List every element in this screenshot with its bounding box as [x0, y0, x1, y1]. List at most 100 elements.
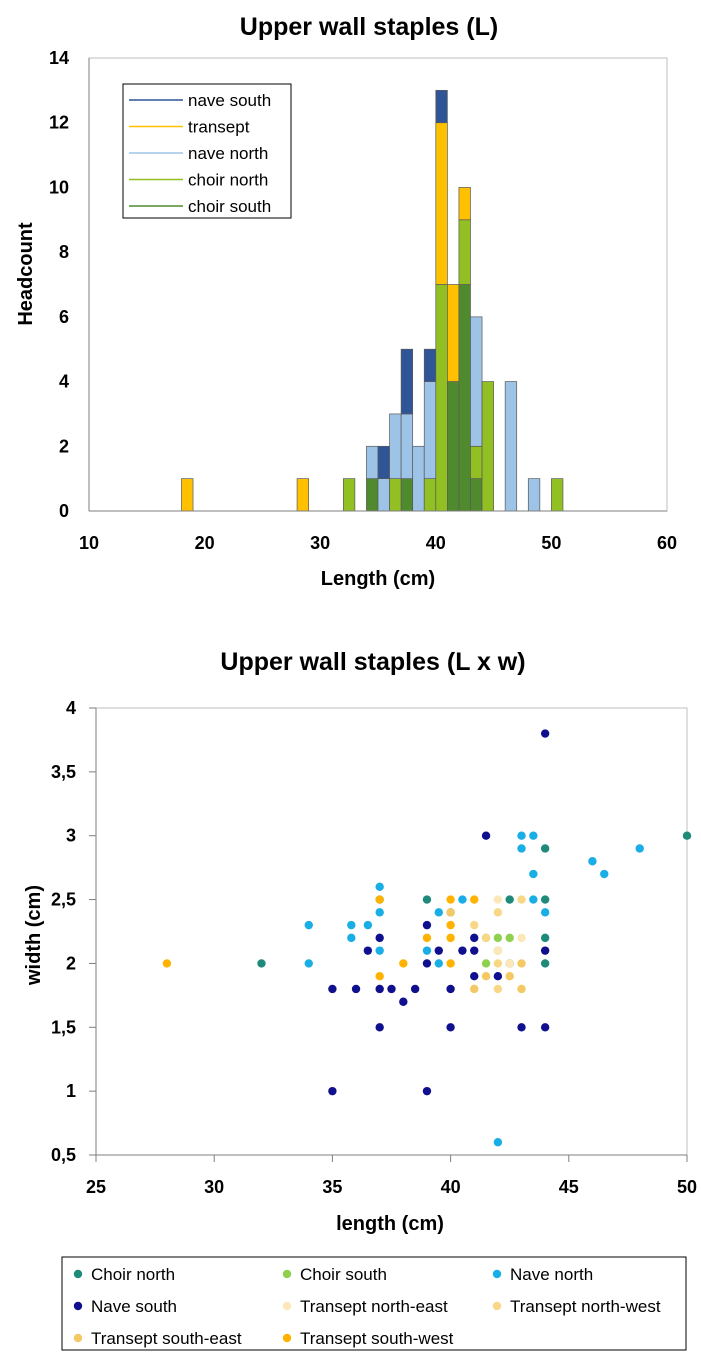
chart2-legend: Choir north Choir south Nave north Nave sou… — [61, 1256, 687, 1351]
scatter-point-nave-north — [304, 959, 313, 968]
scatter-point-choir-north — [540, 933, 550, 943]
scatter-point-choir-north — [422, 895, 432, 904]
scatter-point-transept-south-west — [446, 959, 455, 968]
scatter-point-nave-north — [529, 831, 538, 840]
scatter-point-nave-north — [635, 844, 644, 853]
scatter-point-transept-south-west — [470, 895, 479, 904]
histogram-chart: Upper wall staples (L) 10 20 30 40 50 60 0 2 4 6… — [15, 13, 677, 590]
chart2-legend-label-choir-south: Choir south — [300, 1265, 387, 1284]
histogram-bar-nave-north — [470, 316, 483, 447]
scatter-point-nave-south — [493, 972, 503, 981]
scatter-point-choir-north — [540, 895, 550, 904]
chart2-points — [162, 729, 692, 1147]
chart2-legend-box — [61, 1256, 687, 1351]
scatter-point-nave-south — [363, 946, 373, 955]
scatter-point-transept-north-east — [493, 895, 503, 904]
scatter-point-choir-north — [257, 959, 266, 968]
scatter-point-nave-south — [481, 831, 491, 840]
scatter-point-nave-south — [375, 933, 384, 943]
chart2-x-tick-label: 25 — [86, 1177, 106, 1197]
scatter-point-nave-south — [410, 984, 420, 994]
chart1-x-tick-label: 10 — [79, 533, 99, 553]
scatter-point-nave-south — [422, 1086, 432, 1096]
chart2-legend-label-choir-north: Choir north — [91, 1265, 175, 1284]
chart1-y-tick-label: 14 — [49, 48, 69, 68]
scatter-point-nave-south — [422, 959, 432, 968]
histogram-bar-nave-north — [423, 381, 437, 479]
scatter-point-nave-north — [375, 882, 384, 891]
scatter-point-nave-south — [470, 933, 479, 943]
scatter-point-nave-north — [422, 946, 432, 955]
histogram-bar-choir-south — [400, 478, 414, 512]
scatter-point-choir-north — [505, 895, 514, 904]
scatter-point-transept-south-west — [446, 920, 455, 930]
scatter-point-transept-south-east — [517, 984, 526, 994]
histogram-bar-choir-south — [470, 478, 483, 512]
scatter-point-nave-south — [470, 946, 479, 955]
scatter-point-transept-south-west — [162, 959, 172, 968]
scatter-point-nave-south — [399, 997, 408, 1006]
chart1-x-tick-label: 40 — [426, 533, 446, 553]
scatter-point-nave-south — [434, 946, 443, 955]
chart2-y-tick-label: 0,5 — [51, 1145, 76, 1165]
histogram-bar-choir-north — [551, 478, 564, 512]
histogram-bar-nave-north — [366, 445, 379, 479]
scatter-point-nave-south — [540, 729, 550, 738]
chart2-x-ticks: 25 30 35 40 45 50 — [86, 1155, 697, 1197]
chart1-legend: nave south transept nave north choir north c… — [122, 83, 292, 219]
scatter-point-choir-south — [493, 933, 503, 943]
scatter-point-nave-south — [446, 1023, 455, 1032]
chart2-title: Upper wall staples (L x w) — [220, 648, 525, 676]
scatter-point-nave-north — [529, 895, 538, 904]
scatter-point-nave-north — [434, 959, 443, 968]
histogram-bar-nave-north — [389, 413, 402, 479]
scatter-point-nave-north — [517, 844, 526, 853]
scatter-point-nave-south — [328, 1086, 337, 1096]
chart1-title: Upper wall staples (L) — [240, 13, 498, 41]
chart1-bars — [181, 90, 564, 512]
scatter-point-nave-south — [517, 1023, 526, 1032]
scatter-point-transept-north-west — [481, 933, 491, 943]
chart2-legend-label-transept-north-east: Transept north-east — [300, 1297, 448, 1316]
histogram-bar-nave-north — [504, 381, 518, 512]
scatter-point-choir-north — [682, 831, 692, 840]
histogram-bar-choir-north — [470, 445, 483, 479]
scatter-point-nave-south — [375, 984, 384, 994]
chart2-legend-marker — [73, 1269, 83, 1279]
chart1-legend-label-transept: transept — [188, 118, 250, 137]
chart2-legend-marker — [282, 1333, 292, 1343]
chart2-legend-label-nave-south: Nave south — [91, 1297, 177, 1316]
scatter-point-nave-south — [470, 972, 479, 981]
scatter-point-transept-south-west — [399, 959, 408, 968]
scatter-point-transept-south-west — [422, 933, 432, 943]
histogram-bar-choir-north — [389, 478, 402, 512]
histogram-bar-choir-south — [458, 284, 471, 512]
scatter-point-nave-south — [446, 984, 455, 994]
scatter-point-transept-north-west — [493, 959, 503, 968]
chart1-legend-label-nave-south: nave south — [188, 91, 271, 110]
scatter-point-transept-north-west — [517, 895, 526, 904]
chart1-y-tick-label: 0 — [59, 501, 69, 521]
chart2-legend-label-nave-north: Nave north — [510, 1265, 593, 1284]
scatter-point-transept-north-west — [493, 908, 503, 917]
scatter-point-nave-north — [529, 869, 538, 879]
scatter-point-nave-south — [422, 920, 432, 930]
histogram-bar-choir-south — [447, 381, 460, 512]
chart2-legend-marker — [73, 1301, 83, 1311]
scatter-point-transept-south-east — [481, 972, 491, 981]
histogram-bar-choir-north — [435, 284, 448, 512]
chart2-legend-label-transept-north-west: Transept north-west — [510, 1297, 661, 1316]
scatter-point-nave-south — [351, 984, 361, 994]
scatter-point-transept-south-east — [470, 984, 479, 994]
scatter-point-nave-south — [540, 946, 550, 955]
chart2-legend-marker — [282, 1269, 292, 1279]
chart1-x-tick-label: 20 — [195, 533, 215, 553]
scatter-point-nave-south — [540, 1023, 550, 1032]
histogram-bar-nave-south — [400, 348, 414, 415]
scatter-point-nave-south — [328, 984, 337, 994]
scatter-point-choir-north — [540, 959, 550, 968]
chart2-legend-label-transept-south-east: Transept south-east — [91, 1329, 242, 1348]
scatter-point-choir-north — [540, 844, 550, 853]
scatter-point-transept-south-east — [446, 908, 455, 917]
